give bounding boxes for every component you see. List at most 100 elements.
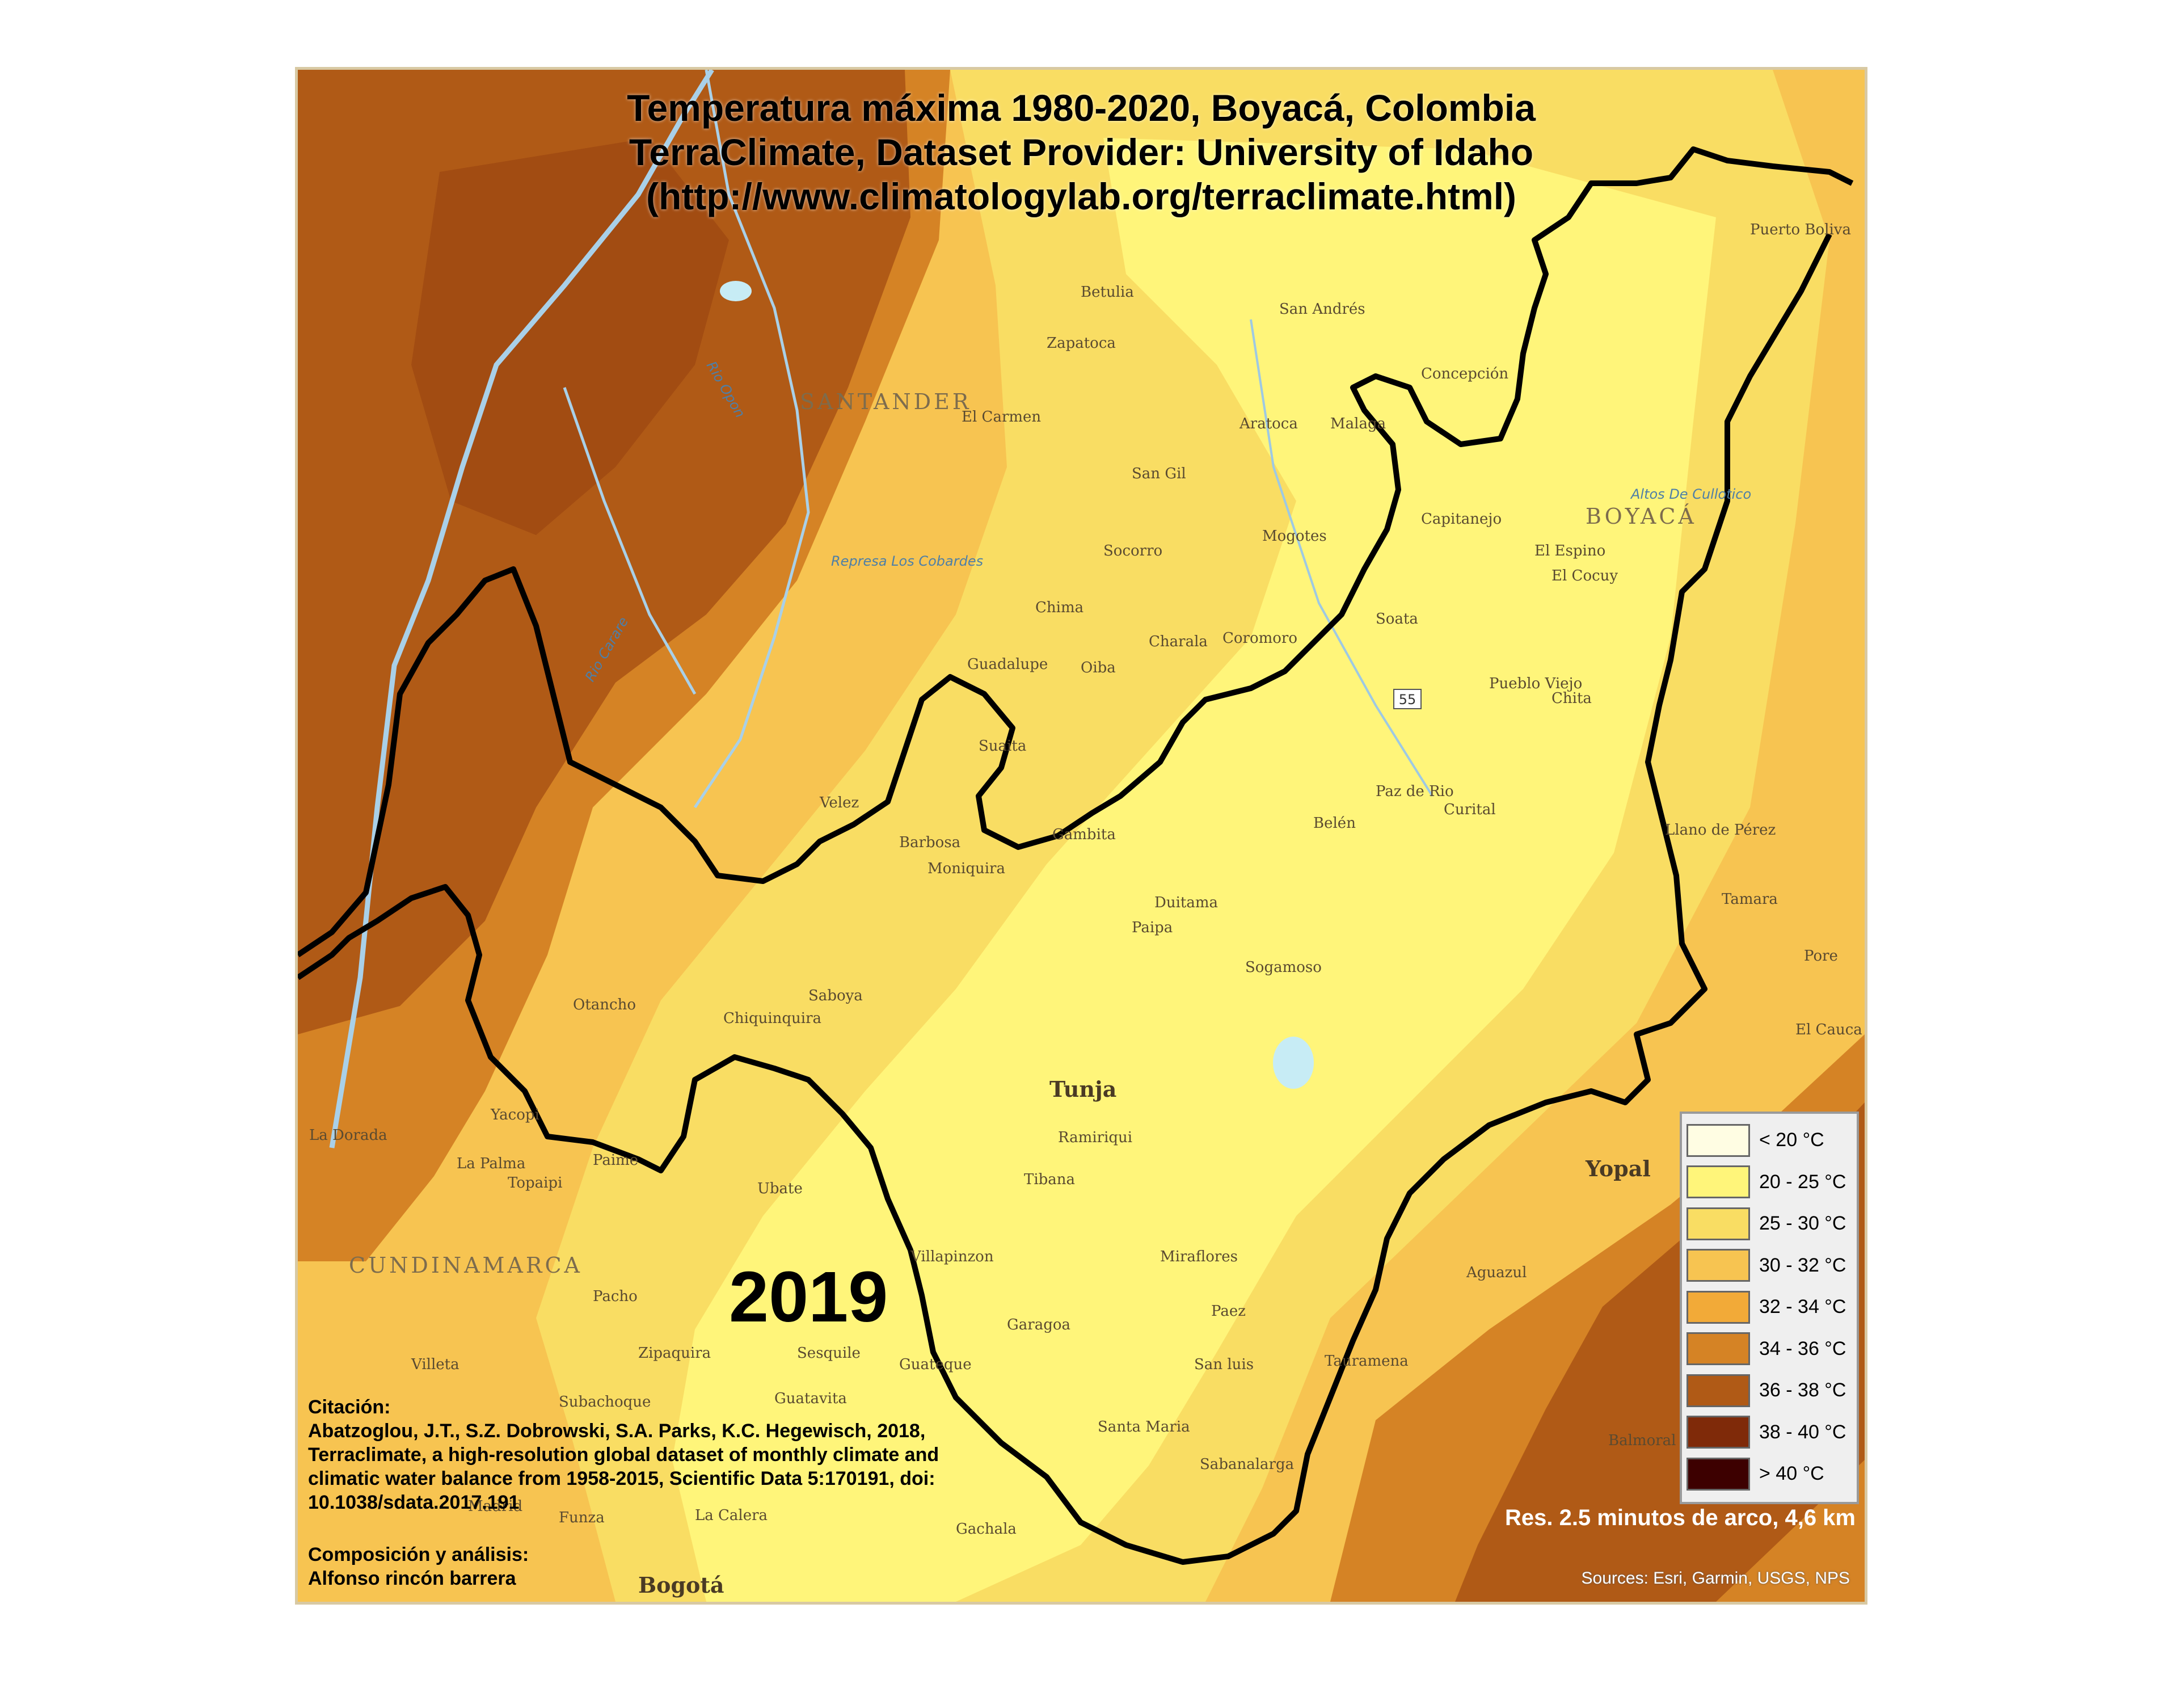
place-yopal: Yopal — [1585, 1156, 1651, 1181]
place-el-espino: El Espino — [1534, 542, 1605, 559]
place-zapatoca: Zapatoca — [1047, 335, 1116, 352]
place-aguazul: Aguazul — [1466, 1264, 1527, 1281]
place-la-calera: La Calera — [695, 1507, 768, 1524]
place-aratoca: Aratoca — [1239, 415, 1298, 432]
place-sesquile: Sesquile — [797, 1345, 861, 1362]
legend-item: 32 - 34 °C — [1687, 1286, 1852, 1328]
composition-heading: Composición y análisis: — [308, 1544, 529, 1565]
place-paz-de-rio: Paz de Rio — [1376, 783, 1454, 800]
temperature-map: 55 SANTANDER BOYACÁ CUNDINAMARCA Rio Opo… — [298, 70, 1865, 1602]
legend-swatch — [1687, 1416, 1750, 1449]
citation-heading: Citación: — [308, 1396, 391, 1418]
legend-label: 30 - 32 °C — [1759, 1254, 1846, 1276]
place-madrid: Madrid — [468, 1498, 522, 1515]
place-charala: Charala — [1149, 633, 1208, 650]
place-ramiriqui: Ramiriqui — [1058, 1129, 1132, 1146]
place-chiquinquira: Chiquinquira — [723, 1010, 821, 1027]
place-paipa: Paipa — [1132, 919, 1173, 936]
legend: < 20 °C 20 - 25 °C 25 - 30 °C 30 - 32 °C… — [1680, 1112, 1859, 1504]
place-balmoral: Balmoral — [1608, 1432, 1676, 1449]
legend-label: 36 - 38 °C — [1759, 1379, 1846, 1401]
legend-item: 36 - 38 °C — [1687, 1370, 1852, 1412]
river-chicamocha — [1250, 319, 1433, 797]
legend-label: < 20 °C — [1759, 1129, 1824, 1151]
place-santa-maria: Santa Maria — [1098, 1418, 1190, 1436]
place-la-palma: La Palma — [457, 1155, 525, 1172]
composition: Composición y análisis: Alfonso rincón b… — [308, 1543, 529, 1590]
place-betulia: Betulia — [1081, 284, 1134, 301]
year-label: 2019 — [729, 1257, 888, 1337]
legend-item: 38 - 40 °C — [1687, 1412, 1852, 1454]
place-socorro: Socorro — [1103, 542, 1162, 559]
place-belen: Belén — [1313, 815, 1356, 832]
title-line-1: Temperatura máxima 1980-2020, Boyacá, Co… — [627, 87, 1536, 129]
place-sabanalarga: Sabanalarga — [1200, 1456, 1294, 1473]
title-line-2: TerraClimate, Dataset Provider: Universi… — [629, 131, 1534, 173]
place-pore: Pore — [1804, 948, 1838, 965]
place-tauramena: Tauramena — [1325, 1353, 1409, 1370]
place-zipaquira: Zipaquira — [638, 1345, 711, 1362]
legend-item: 20 - 25 °C — [1687, 1161, 1852, 1203]
resolution-note: Res. 2.5 minutos de arco, 4,6 km — [1504, 1505, 1856, 1530]
place-ubate: Ubate — [757, 1180, 803, 1197]
legend-label: 34 - 36 °C — [1759, 1337, 1846, 1359]
place-coromoro: Coromoro — [1222, 630, 1297, 647]
place-paez: Paez — [1211, 1303, 1246, 1320]
place-mogotes: Mogotes — [1262, 528, 1327, 545]
place-suaita: Suaita — [979, 738, 1026, 755]
legend-swatch — [1687, 1207, 1750, 1240]
region-boyaca: BOYACÁ — [1586, 504, 1697, 529]
legend-item: > 40 °C — [1687, 1453, 1852, 1495]
place-san-andres: San Andrés — [1279, 301, 1365, 318]
place-malaga: Malaga — [1330, 415, 1386, 432]
legend-item: 25 - 30 °C — [1687, 1203, 1852, 1245]
title-line-3: (http://www.climatologylab.org/terraclim… — [646, 175, 1517, 217]
place-oiba: Oiba — [1081, 659, 1116, 676]
boyaca-boundary-west — [298, 146, 1854, 958]
place-represa-los-cobardes: Represa Los Cobardes — [831, 553, 983, 569]
place-el-carmen: El Carmen — [962, 409, 1041, 426]
place-chita: Chita — [1551, 690, 1592, 707]
place-capitanejo: Capitanejo — [1421, 511, 1502, 528]
legend-swatch — [1687, 1290, 1750, 1324]
place-paime: Paime — [593, 1152, 638, 1169]
citation-text: Abatzoglou, J.T., S.Z. Dobrowski, S.A. P… — [308, 1420, 939, 1513]
legend-label: 38 - 40 °C — [1759, 1421, 1846, 1443]
river-carare — [563, 387, 697, 695]
place-topaipi: Topaipi — [508, 1175, 562, 1192]
region-cundinamarca: CUNDINAMARCA — [349, 1253, 583, 1278]
place-llano-de-perez: Llano de Pérez — [1665, 822, 1776, 839]
road-shield-label: 55 — [1399, 692, 1416, 708]
place-puerto-boliva: Puerto Boliva — [1750, 221, 1851, 238]
place-el-cauca: El Cauca — [1795, 1021, 1862, 1038]
place-tunja: Tunja — [1049, 1076, 1116, 1102]
place-guatavita: Guatavita — [774, 1390, 847, 1407]
place-san-gil: San Gil — [1132, 465, 1186, 482]
region-santander: SANTANDER — [800, 389, 972, 414]
legend-swatch — [1687, 1165, 1750, 1199]
place-concepcion: Concepción — [1421, 365, 1508, 382]
place-otanche: Otancho — [573, 996, 636, 1013]
place-pueblo-viejo: Pueblo Viejo — [1489, 675, 1582, 692]
place-pacho: Pacho — [593, 1288, 638, 1305]
place-el-cocuy: El Cocuy — [1551, 567, 1618, 584]
place-guadalupe: Guadalupe — [967, 656, 1048, 673]
sources-attribution: Sources: Esri, Garmin, USGS, NPS — [1581, 1569, 1850, 1588]
place-funza: Funza — [559, 1509, 605, 1526]
place-villeta: Villeta — [411, 1356, 459, 1373]
road-shield — [1393, 689, 1422, 709]
place-sogamoso: Sogamoso — [1245, 959, 1322, 976]
place-garagoa: Garagoa — [1007, 1316, 1070, 1333]
legend-label: > 40 °C — [1759, 1463, 1824, 1485]
legend-swatch — [1687, 1374, 1750, 1407]
place-tibana: Tibana — [1024, 1171, 1075, 1188]
place-duitama: Duitama — [1154, 894, 1218, 911]
place-tamara: Tamara — [1722, 891, 1778, 908]
place-san-luis: San luis — [1194, 1356, 1254, 1373]
place-saboya: Saboya — [808, 987, 863, 1004]
place-curital: Curital — [1444, 801, 1496, 818]
lake-west — [720, 281, 752, 301]
legend-item: 34 - 36 °C — [1687, 1328, 1852, 1370]
place-subachoque: Subachoque — [559, 1394, 651, 1411]
map-frame: 55 SANTANDER BOYACÁ CUNDINAMARCA Rio Opo… — [295, 67, 1867, 1605]
